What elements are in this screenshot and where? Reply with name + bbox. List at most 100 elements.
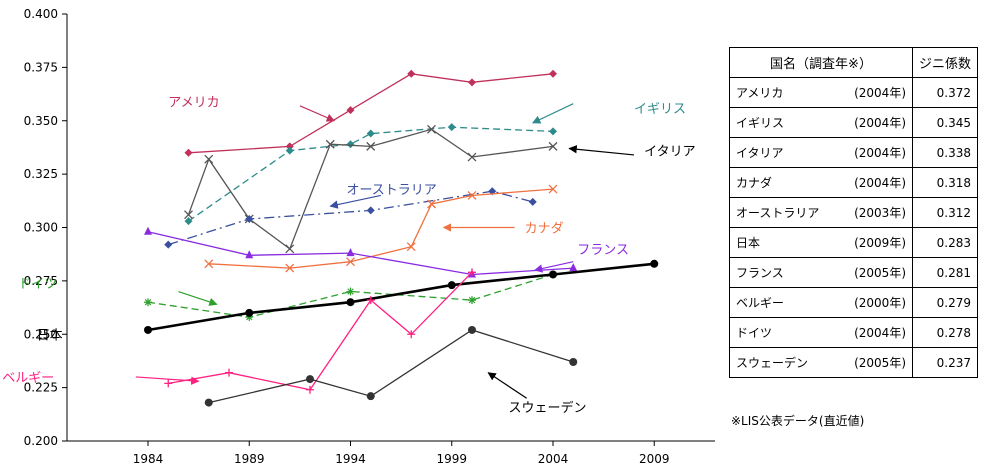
data-point xyxy=(225,369,233,377)
x-tick-label: 1994 xyxy=(335,452,366,466)
source-note: ※LIS公表データ(直近値) xyxy=(731,412,864,429)
gini-value: 0.278 xyxy=(913,318,978,348)
survey-year: (2004年) xyxy=(854,84,906,101)
country-cell: フランス (2005年) xyxy=(730,258,913,288)
annotation-label: イギリス xyxy=(634,102,686,117)
header-country: 国名（調査年※） xyxy=(730,48,913,78)
data-point xyxy=(286,245,294,253)
gini-value: 0.372 xyxy=(913,78,978,108)
data-point xyxy=(144,227,152,235)
annotation: カナダ xyxy=(444,222,564,237)
country-name: フランス xyxy=(736,266,784,280)
gini-value: 0.312 xyxy=(913,198,978,228)
table-row: イタリア (2004年) 0.338 xyxy=(730,138,978,168)
series-ベルギー xyxy=(164,268,476,393)
country-name: ベルギー xyxy=(736,296,784,310)
data-point xyxy=(347,248,355,256)
table-row: スウェーデン (2005年) 0.237 xyxy=(730,348,978,378)
data-point xyxy=(569,263,577,271)
data-point xyxy=(448,123,456,131)
annotation-label: オーストラリア xyxy=(346,183,436,198)
table-row: ドイツ (2004年) 0.278 xyxy=(730,318,978,348)
table-row: ベルギー (2000年) 0.279 xyxy=(730,288,978,318)
annotation: フランス xyxy=(535,243,629,270)
series-line xyxy=(209,189,553,268)
data-point xyxy=(144,326,152,334)
survey-year: (2004年) xyxy=(854,324,906,341)
table-header-row: 国名（調査年※） ジニ係数 xyxy=(730,48,978,78)
data-point xyxy=(549,70,557,78)
series-line xyxy=(148,232,573,275)
gini-table-container: 国名（調査年※） ジニ係数 アメリカ (2004年) 0.372 イギリス (2004年… xyxy=(729,47,978,378)
data-point xyxy=(468,296,476,304)
annotation-label: 日本 xyxy=(37,328,63,343)
gini-value: 0.279 xyxy=(913,288,978,318)
series-line xyxy=(209,330,574,403)
y-tick-label: 0.325 xyxy=(24,167,58,181)
data-point xyxy=(549,127,557,135)
annotation: ドイツ xyxy=(18,277,216,304)
data-point xyxy=(185,149,193,157)
data-point xyxy=(306,375,314,383)
survey-year: (2003年) xyxy=(854,204,906,221)
y-tick-label: 0.350 xyxy=(24,114,58,128)
y-tick-label: 0.200 xyxy=(24,434,58,448)
gini-value: 0.281 xyxy=(913,258,978,288)
x-tick-label: 1989 xyxy=(234,452,265,466)
annotation-label: ベルギー xyxy=(2,371,54,386)
x-tick-label: 1999 xyxy=(436,452,467,466)
table-row: 日本 (2009年) 0.283 xyxy=(730,228,978,258)
data-point xyxy=(306,386,314,394)
y-tick-label: 0.300 xyxy=(24,221,58,235)
data-point xyxy=(650,260,658,268)
table-row: オーストラリア (2003年) 0.312 xyxy=(730,198,978,228)
data-point xyxy=(549,270,557,278)
table-row: フランス (2005年) 0.281 xyxy=(730,258,978,288)
y-tick-label: 0.375 xyxy=(24,60,58,74)
annotation-arrow xyxy=(569,149,634,155)
x-tick-label: 2009 xyxy=(639,452,670,466)
annotation-label: イタリア xyxy=(644,145,695,160)
annotation-arrow xyxy=(178,292,216,305)
annotation: イタリア xyxy=(569,145,695,160)
data-point xyxy=(367,206,375,214)
country-name: スウェーデン xyxy=(736,356,808,370)
survey-year: (2004年) xyxy=(854,174,906,191)
survey-year: (2000年) xyxy=(854,294,906,311)
country-cell: アメリカ (2004年) xyxy=(730,78,913,108)
country-name: カナダ xyxy=(736,176,772,190)
data-point xyxy=(347,288,355,296)
gini-value: 0.345 xyxy=(913,108,978,138)
gini-value: 0.283 xyxy=(913,228,978,258)
data-point xyxy=(529,198,537,206)
gini-table: 国名（調査年※） ジニ係数 アメリカ (2004年) 0.372 イギリス (2004年… xyxy=(729,47,978,378)
country-name: ドイツ xyxy=(736,326,772,340)
data-point xyxy=(286,147,294,155)
data-point xyxy=(347,106,355,114)
data-point xyxy=(468,78,476,86)
series-line xyxy=(148,264,654,330)
annotation: アメリカ xyxy=(168,96,334,121)
country-cell: オーストラリア (2003年) xyxy=(730,198,913,228)
data-point xyxy=(367,392,375,400)
data-point xyxy=(205,399,213,407)
series-ドイツ xyxy=(144,270,557,321)
gini-value: 0.318 xyxy=(913,168,978,198)
country-cell: カナダ (2004年) xyxy=(730,168,913,198)
country-name: イタリア xyxy=(736,146,784,160)
annotation: 日本 xyxy=(37,328,63,343)
table-row: イギリス (2004年) 0.345 xyxy=(730,108,978,138)
table-row: アメリカ (2004年) 0.372 xyxy=(730,78,978,108)
series-layer xyxy=(144,70,658,407)
annotation-label: アメリカ xyxy=(168,96,219,111)
country-name: イギリス xyxy=(736,116,784,130)
gini-value: 0.237 xyxy=(913,348,978,378)
survey-year: (2005年) xyxy=(854,354,906,371)
country-cell: イタリア (2004年) xyxy=(730,138,913,168)
annotation: イギリス xyxy=(533,102,686,123)
header-gini: ジニ係数 xyxy=(913,48,978,78)
survey-year: (2005年) xyxy=(854,264,906,281)
data-point xyxy=(164,241,172,249)
data-point xyxy=(448,281,456,289)
annotation-label: ドイツ xyxy=(18,277,57,292)
